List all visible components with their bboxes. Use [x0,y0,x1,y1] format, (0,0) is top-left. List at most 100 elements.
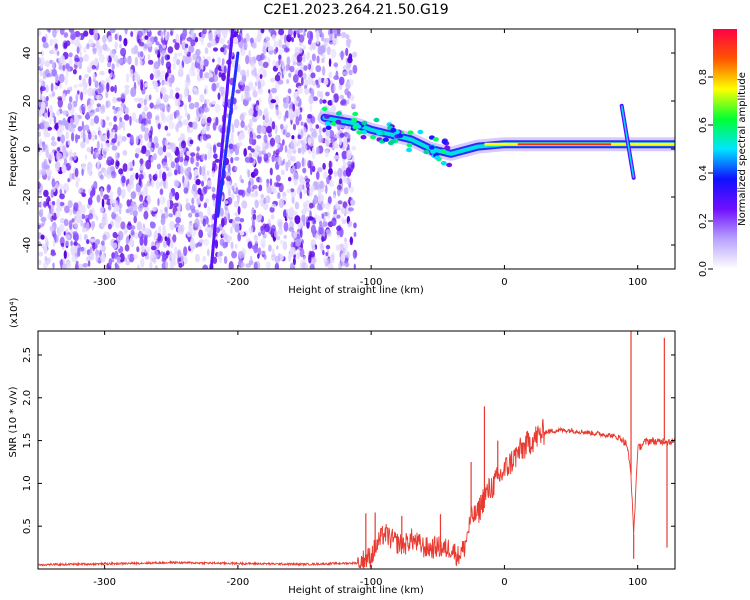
heatmap-noise-cell [112,242,118,249]
heatmap-noise-cell [59,29,65,36]
heatmap-noise-cell [260,126,266,135]
heatmap-noise-cell [117,186,122,197]
heatmap-noise-cell [121,175,126,184]
heatmap-noise-cell [240,262,245,268]
heatmap-noise-cell [260,198,265,208]
heatmap-noise-cell [325,129,329,137]
heatmap-noise-cell [65,131,69,140]
heatmap-noise-cell [68,52,73,58]
heatmap-noise-cell [135,134,139,145]
heatmap-noise-cell [100,142,104,149]
heatmap-noise-cell [211,100,216,105]
heatmap-noise-cell [257,232,262,237]
heatmap-noise-cell [172,234,177,243]
heatmap-noise-cell [146,40,153,48]
heatmap-noise-cell [91,221,95,231]
heatmap-noise-cell [170,161,176,169]
heatmap-noise-cell [208,32,214,42]
heatmap-noise-cell [315,124,320,129]
heatmap-noise-cell [268,29,274,34]
heatmap-noise-cell [155,142,159,149]
heatmap-noise-cell [231,185,235,191]
heatmap-noise-cell [225,171,232,177]
heatmap-noise-cell [308,254,312,264]
heatmap-noise-cell [89,29,95,36]
heatmap-noise-cell [271,87,277,94]
heatmap-noise-cell [91,242,98,250]
heatmap-noise-cell [117,58,124,64]
heatmap-noise-cell [286,208,291,215]
heatmap-noise-cell [262,61,269,68]
heatmap-noise-cell [290,140,294,148]
heatmap-noise-cell [130,225,136,230]
heatmap-noise-cell [323,77,329,86]
heatmap-noise-cell [269,178,273,186]
heatmap-noise-cell [271,256,275,261]
heatmap-noise-cell [291,135,295,140]
heatmap-noise-cell [50,249,56,254]
heatmap-noise-cell [292,61,296,66]
heatmap-noise-cell [177,52,183,57]
heatmap-noise-cell [263,203,269,211]
heatmap-noise-cell [160,30,163,39]
heatmap-noise-cell [348,69,353,76]
heatmap-noise-cell [86,43,90,50]
heatmap-noise-cell [296,96,301,102]
heatmap-noise-cell [272,187,277,194]
heatmap-noise-cell [190,39,196,47]
heatmap-noise-cell [214,239,219,249]
heatmap-noise-cell [140,123,146,132]
heatmap-noise-cell [307,113,313,119]
heatmap-noise-cell [42,96,45,101]
heatmap-noise-cell [344,88,349,96]
heatmap-noise-cell [212,163,218,172]
heatmap-noise-cell [99,70,105,76]
heatmap-noise-cell [346,149,352,160]
heatmap-noise-cell [316,37,320,45]
heatmap-noise-cell [184,89,188,96]
snr-frame [37,330,676,570]
heatmap-noise-cell [46,73,52,78]
heatmap-noise-cell [204,88,207,95]
heatmap-noise-cell [217,33,221,38]
heatmap-noise-cell [154,264,158,269]
heatmap-noise-cell [49,117,52,125]
heatmap-noise-cell [227,212,231,221]
heatmap-noise-cell [199,60,204,68]
heatmap-noise-cell [191,197,195,205]
heatmap-noise-cell [333,75,340,81]
heatmap-noise-cell [65,261,71,269]
heatmap-noise-cell [155,115,160,121]
heatmap-noise-cell [45,84,49,93]
heatmap-noise-cell [207,226,214,236]
heatmap-noise-cell [75,260,79,265]
heatmap-noise-cell [52,239,56,247]
heatmap-noise-cell [238,134,242,142]
heatmap-noise-cell [106,129,110,139]
heatmap-noise-cell [73,151,77,161]
heatmap-noise-cell [271,154,275,163]
heatmap-noise-cell [138,134,143,140]
heatmap-noise-cell [75,93,79,103]
heatmap-noise-cell [87,260,91,267]
heatmap-noise-cell [337,200,343,205]
heatmap-noise-cell [85,112,90,121]
heatmap-noise-cell [258,67,264,74]
heatmap-noise-cell [57,136,61,142]
heatmap-noise-cell [212,58,215,63]
heatmap-noise-cell [299,248,305,258]
heatmap-noise-cell [157,197,160,207]
heatmap-noise-cell [209,144,213,152]
heatmap-noise-cell [168,94,173,99]
heatmap-noise-cell [52,29,57,38]
heatmap-noise-cell [295,116,300,126]
heatmap-noise-cell [153,136,159,145]
heatmap-noise-cell [153,104,157,110]
heatmap-noise-cell [336,229,341,236]
heatmap-noise-cell [296,54,303,63]
heatmap-noise-cell [57,230,62,238]
heatmap-noise-cell [108,258,113,266]
heatmap-noise-cell [73,84,78,89]
heatmap-noise-cell [179,163,183,174]
